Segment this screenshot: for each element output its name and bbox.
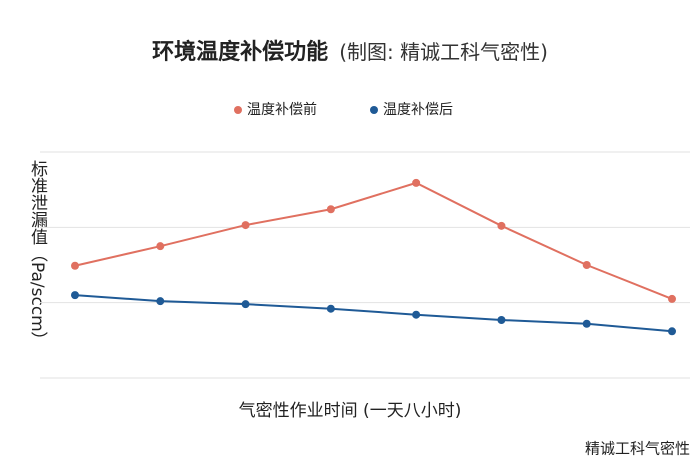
chart-title-group: 环境温度补偿功能 (制图: 精诚工科气密性) bbox=[152, 39, 548, 65]
series-line bbox=[74, 181, 673, 300]
legend-marker bbox=[370, 106, 378, 114]
legend-label: 温度补偿前 bbox=[247, 101, 317, 118]
data-point bbox=[326, 304, 335, 313]
data-point bbox=[71, 261, 79, 270]
data-point bbox=[326, 205, 335, 214]
data-point bbox=[412, 310, 421, 319]
chart-subtitle: (制图: 精诚工科气密性) bbox=[339, 40, 548, 64]
data-point bbox=[497, 221, 506, 230]
data-point bbox=[668, 327, 676, 336]
chart-title: 环境温度补偿功能 bbox=[152, 39, 328, 65]
x-axis-label: 气密性作业时间 (一天八小时) bbox=[239, 401, 462, 421]
data-point bbox=[582, 319, 591, 328]
legend-marker bbox=[234, 106, 242, 114]
data-point bbox=[412, 178, 421, 187]
data-point bbox=[582, 261, 591, 269]
data-point bbox=[156, 242, 165, 251]
data-point bbox=[241, 300, 250, 309]
data-point bbox=[497, 315, 506, 324]
data-point bbox=[71, 291, 79, 300]
y-axis-label: 标准泄漏值（Pa/sccm） bbox=[27, 160, 48, 349]
data-point bbox=[668, 294, 676, 303]
series-line bbox=[74, 294, 673, 333]
watermark: 精诚工科气密性 bbox=[585, 440, 690, 458]
legend-label: 温度补偿后 bbox=[383, 102, 453, 118]
data-point bbox=[241, 221, 250, 230]
data-point bbox=[156, 297, 165, 306]
